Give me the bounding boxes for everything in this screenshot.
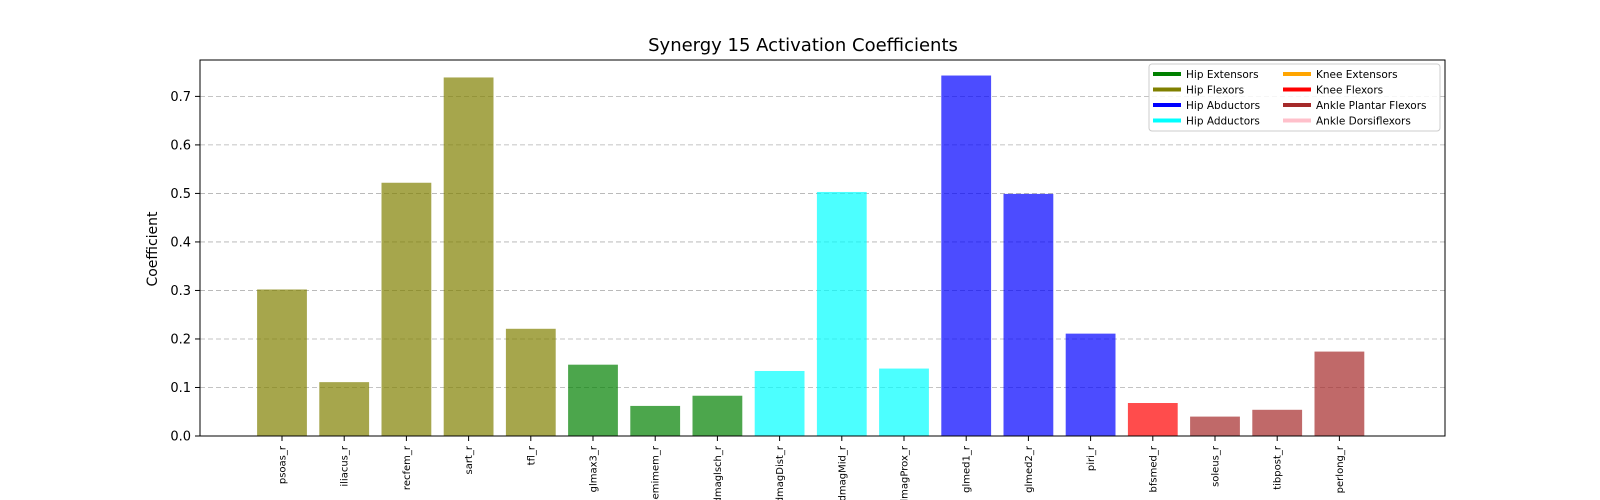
bar-tibpost_r — [1252, 409, 1303, 436]
y-tick-label: 0.7 — [170, 90, 191, 105]
x-tick-label: recfem_r — [402, 445, 413, 490]
legend-entry: Ankle Dorsiflexors — [1316, 116, 1411, 128]
legend-entry: Hip Adductors — [1186, 116, 1260, 128]
bar-addmagDist_r — [754, 370, 805, 436]
x-tick-label: addmagProx_r — [900, 445, 911, 500]
x-tick-label: tfl_r — [526, 445, 537, 465]
y-tick-label: 0.6 — [170, 138, 191, 153]
bar-addmaglsch_r — [692, 395, 743, 436]
x-tick-label: glmed2_r — [1024, 445, 1035, 493]
bar-glmed2_r — [1003, 193, 1054, 436]
legend: Hip Extensors Hip Flexors Hip Abductors Hip… — [1148, 63, 1441, 132]
legend-entry: Hip Flexors — [1186, 85, 1244, 97]
y-tick-label: 0.3 — [170, 284, 191, 299]
plot-frame — [199, 59, 1446, 437]
x-tick-label: glmed1_r — [962, 445, 973, 493]
bar-semimem_r — [630, 405, 681, 436]
y-axis-ticks: 0.0 0.1 0.2 0.3 0.4 0.5 0.6 0.7 — [170, 90, 200, 445]
bar-bfsmed_r — [1127, 403, 1178, 436]
bar-psoas_r — [257, 289, 307, 436]
bar-addmagMid_r — [816, 191, 867, 436]
chart-title: Synergy 15 Activation Coefficients — [648, 35, 958, 56]
x-tick-label: glmax3_r — [589, 445, 600, 492]
legend-box — [1148, 63, 1441, 132]
bar-recfem_r — [381, 182, 432, 436]
y-tick-label: 0.1 — [170, 381, 191, 396]
x-tick-label: addmagMid_r — [837, 445, 848, 500]
x-tick-label: bfsmed_r — [1148, 445, 1159, 492]
bar-glmed1_r — [941, 75, 992, 437]
x-tick-label: iliacus_r — [340, 445, 351, 487]
legend-entry: Hip Abductors — [1186, 100, 1260, 112]
x-tick-label: piri_r — [1086, 445, 1097, 471]
x-tick-label: addmagDist_r — [775, 445, 786, 500]
x-tick-label: psoas_r — [278, 445, 289, 484]
legend-entry: Hip Extensors — [1186, 69, 1259, 81]
y-tick-label: 0.5 — [170, 187, 191, 202]
bar-soleus_r — [1190, 416, 1240, 436]
bar-addmagProx_r — [879, 368, 929, 436]
bar-perlong_r — [1314, 351, 1365, 436]
bar-sart_r — [443, 77, 494, 436]
x-axis-ticks: psoas_r iliacus_r recfem_r sart_r tfl_r glmax… — [278, 436, 1346, 500]
x-tick-label: addmaglsch_r — [713, 445, 724, 500]
bar-piri_r — [1065, 333, 1116, 436]
x-tick-label: perlong_r — [1335, 445, 1346, 493]
legend-entry: Knee Extensors — [1316, 69, 1398, 81]
bar-glmax3_r — [568, 364, 618, 436]
x-tick-label: sart_r — [464, 445, 475, 474]
bar-tfl_r — [505, 328, 556, 436]
y-tick-label: 0.4 — [170, 235, 191, 250]
x-tick-label: tibpost_r — [1273, 445, 1284, 490]
y-tick-label: 0.2 — [170, 332, 191, 347]
bars — [257, 75, 1365, 437]
legend-entry: Knee Flexors — [1316, 85, 1383, 97]
y-tick-label: 0.0 — [170, 430, 191, 445]
x-tick-label: semimem_r — [651, 445, 662, 500]
y-axis-label: Coefficient — [145, 211, 161, 287]
bar-iliacus_r — [319, 382, 370, 436]
legend-entry: Ankle Plantar Flexors — [1316, 100, 1427, 112]
x-tick-label: soleus_r — [1211, 445, 1222, 487]
